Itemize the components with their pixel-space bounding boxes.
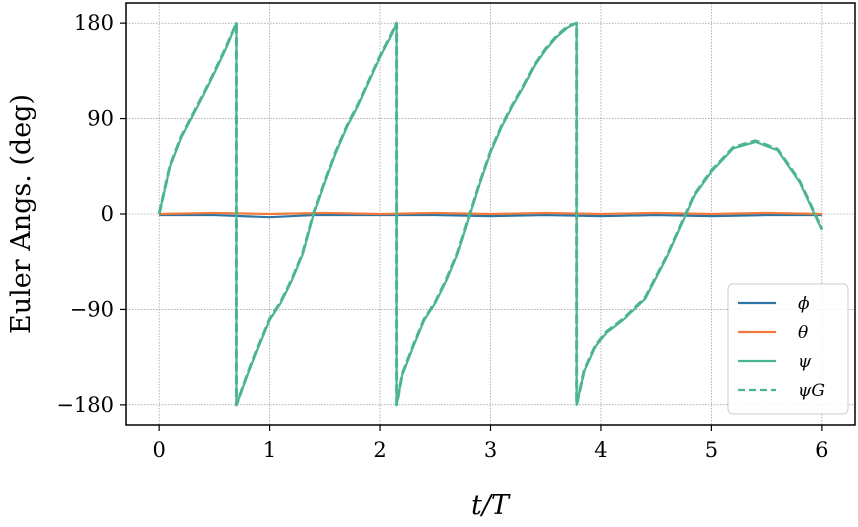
legend-label-theta: θ [798, 323, 808, 343]
legend-label-psiG: ψG [798, 381, 825, 401]
x-tick-label: 6 [815, 438, 828, 462]
x-tick-label: 4 [594, 438, 607, 462]
x-tick-label: 0 [152, 438, 165, 462]
x-tick-label: 3 [484, 438, 497, 462]
x-tick-label: 2 [373, 438, 386, 462]
x-tick-label: 5 [705, 438, 718, 462]
ticks: 0 1 2 3 4 5 6 180 90 0 −90 −180 [56, 11, 828, 462]
series-layer [157, 21, 824, 407]
y-tick-label: 90 [87, 107, 114, 131]
legend: ϕθψ ψG [727, 283, 849, 415]
y-tick-label: 180 [74, 11, 114, 35]
x-axis-label: t/T [471, 490, 511, 521]
series-line-phi [159, 213, 822, 219]
legend-label-phi: ϕ [798, 294, 810, 314]
legend-label-psi: ψ [798, 352, 812, 372]
series-line-theta [159, 211, 822, 216]
series-line-psiG [157, 21, 824, 407]
y-tick-label: −180 [56, 393, 114, 417]
y-tick-label: −90 [70, 297, 114, 321]
y-axis-label: Euler Angs. (deg) [6, 94, 37, 334]
x-tick-label: 1 [263, 438, 276, 462]
legend-box [727, 283, 849, 415]
y-tick-label: 0 [101, 202, 114, 226]
